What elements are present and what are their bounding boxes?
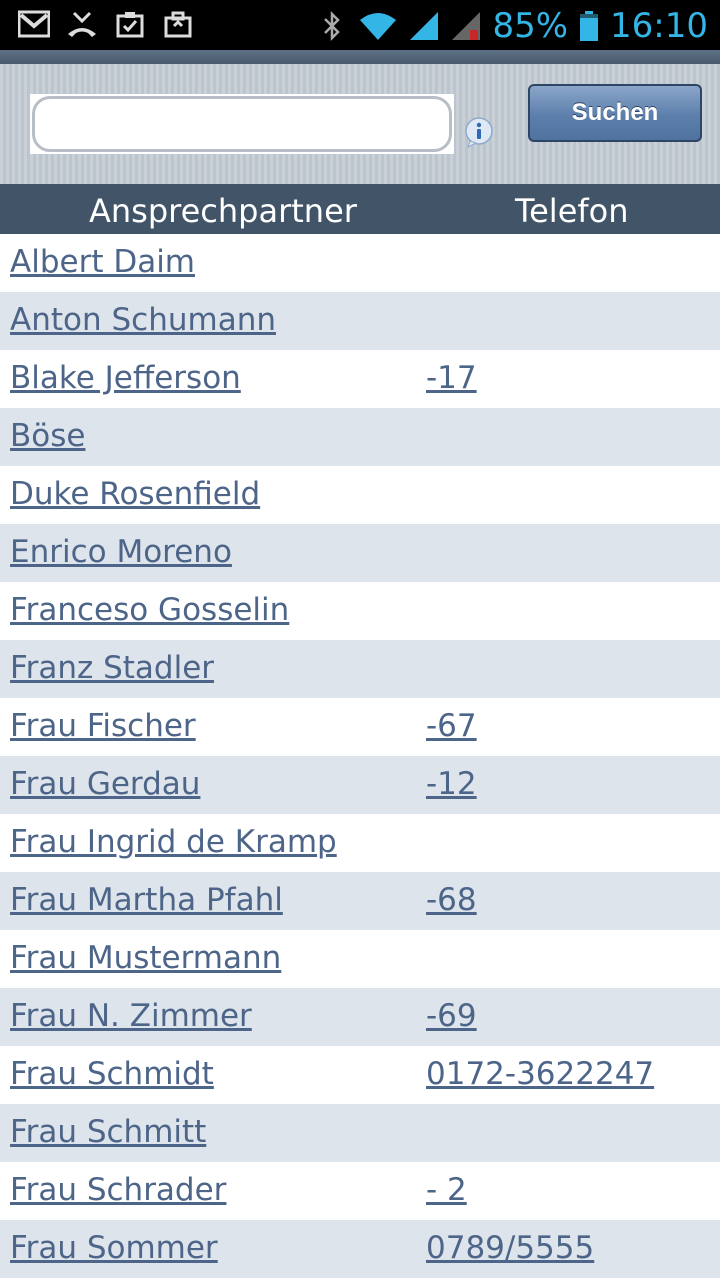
contact-phone-link[interactable]: -67 (426, 708, 477, 744)
contact-name-link[interactable]: Franceso Gosselin (10, 592, 290, 628)
bluetooth-icon (316, 10, 348, 42)
signal-no-data-icon (450, 10, 482, 42)
contact-name-link[interactable]: Frau Gerdau (10, 766, 201, 802)
clock: 16:10 (610, 6, 708, 46)
table-row: Frau Gerdau -12 (0, 756, 720, 814)
contact-name-link[interactable]: Enrico Moreno (10, 534, 232, 570)
missed-call-icon (66, 8, 98, 40)
contact-name-link[interactable]: Frau Schmitt (10, 1114, 207, 1150)
contact-name-link[interactable]: Frau Ingrid de Kramp (10, 824, 337, 860)
search-input[interactable] (32, 96, 452, 152)
contact-name-link[interactable]: Duke Rosenfield (10, 476, 261, 512)
contact-name-link[interactable]: Frau Martha Pfahl (10, 882, 283, 918)
contact-name-link[interactable]: Frau Schmidt (10, 1056, 214, 1092)
contact-phone-link[interactable]: 0172-3622247 (426, 1056, 655, 1092)
contact-phone-link[interactable]: -68 (426, 882, 477, 918)
info-icon[interactable] (464, 116, 496, 148)
column-header-contact: Ansprechpartner (89, 192, 357, 230)
contact-name-link[interactable]: Anton Schumann (10, 302, 276, 338)
system-status: 85% 16:10 (316, 6, 708, 46)
contact-name-link[interactable]: Frau Sommer (10, 1230, 218, 1266)
signal-icon (408, 10, 440, 42)
table-row: Frau Mustermann (0, 930, 720, 988)
table-row: Frau Schmidt 0172-3622247 (0, 1046, 720, 1104)
contact-phone-link[interactable]: -69 (426, 998, 477, 1034)
contact-phone-link[interactable]: 0789/5555 (426, 1230, 595, 1266)
search-field-frame (30, 94, 454, 154)
briefcase-icon (162, 8, 194, 40)
app-top-strip (0, 50, 720, 64)
contact-phone-link[interactable]: - 2 (426, 1172, 467, 1208)
contact-name-link[interactable]: Frau Fischer (10, 708, 196, 744)
notification-icons (18, 8, 194, 40)
contact-name-link[interactable]: Blake Jefferson (10, 360, 241, 396)
table-row: Frau Schmitt (0, 1104, 720, 1162)
table-row: Anton Schumann (0, 292, 720, 350)
table-header: Ansprechpartner Telefon (0, 184, 720, 234)
contact-phone-link[interactable]: -12 (426, 766, 477, 802)
status-bar: 85% 16:10 (0, 0, 720, 50)
table-row: Böse (0, 408, 720, 466)
wifi-icon (358, 10, 398, 42)
table-row: Frau Sommer 0789/5555 (0, 1220, 720, 1278)
table-row: Frau Martha Pfahl -68 (0, 872, 720, 930)
battery-percent: 85% (492, 6, 569, 46)
column-header-phone: Telefon (515, 192, 629, 230)
contact-name-link[interactable]: Böse (10, 418, 86, 454)
contact-name-link[interactable]: Franz Stadler (10, 650, 215, 686)
table-row: Blake Jefferson -17 (0, 350, 720, 408)
contact-name-link[interactable]: Frau N. Zimmer (10, 998, 252, 1034)
contact-name-link[interactable]: Frau Mustermann (10, 940, 282, 976)
table-row: Frau Ingrid de Kramp (0, 814, 720, 872)
table-row: Albert Daim (0, 234, 720, 292)
gmail-icon (18, 8, 50, 40)
table-row: Frau Fischer -67 (0, 698, 720, 756)
clipboard-check-icon (114, 8, 146, 40)
table-row: Frau Schrader - 2 (0, 1162, 720, 1220)
contact-table: Albert Daim Anton Schumann Blake Jeffers… (0, 234, 720, 1278)
contact-phone-link[interactable]: -17 (426, 360, 477, 396)
table-row: Franceso Gosselin (0, 582, 720, 640)
search-button[interactable]: Suchen (528, 84, 702, 142)
search-area: Suchen (0, 64, 720, 184)
table-row: Franz Stadler (0, 640, 720, 698)
table-row: Enrico Moreno (0, 524, 720, 582)
battery-icon (578, 10, 600, 42)
table-row: Frau N. Zimmer -69 (0, 988, 720, 1046)
table-row: Duke Rosenfield (0, 466, 720, 524)
contact-name-link[interactable]: Frau Schrader (10, 1172, 227, 1208)
contact-name-link[interactable]: Albert Daim (10, 244, 196, 280)
